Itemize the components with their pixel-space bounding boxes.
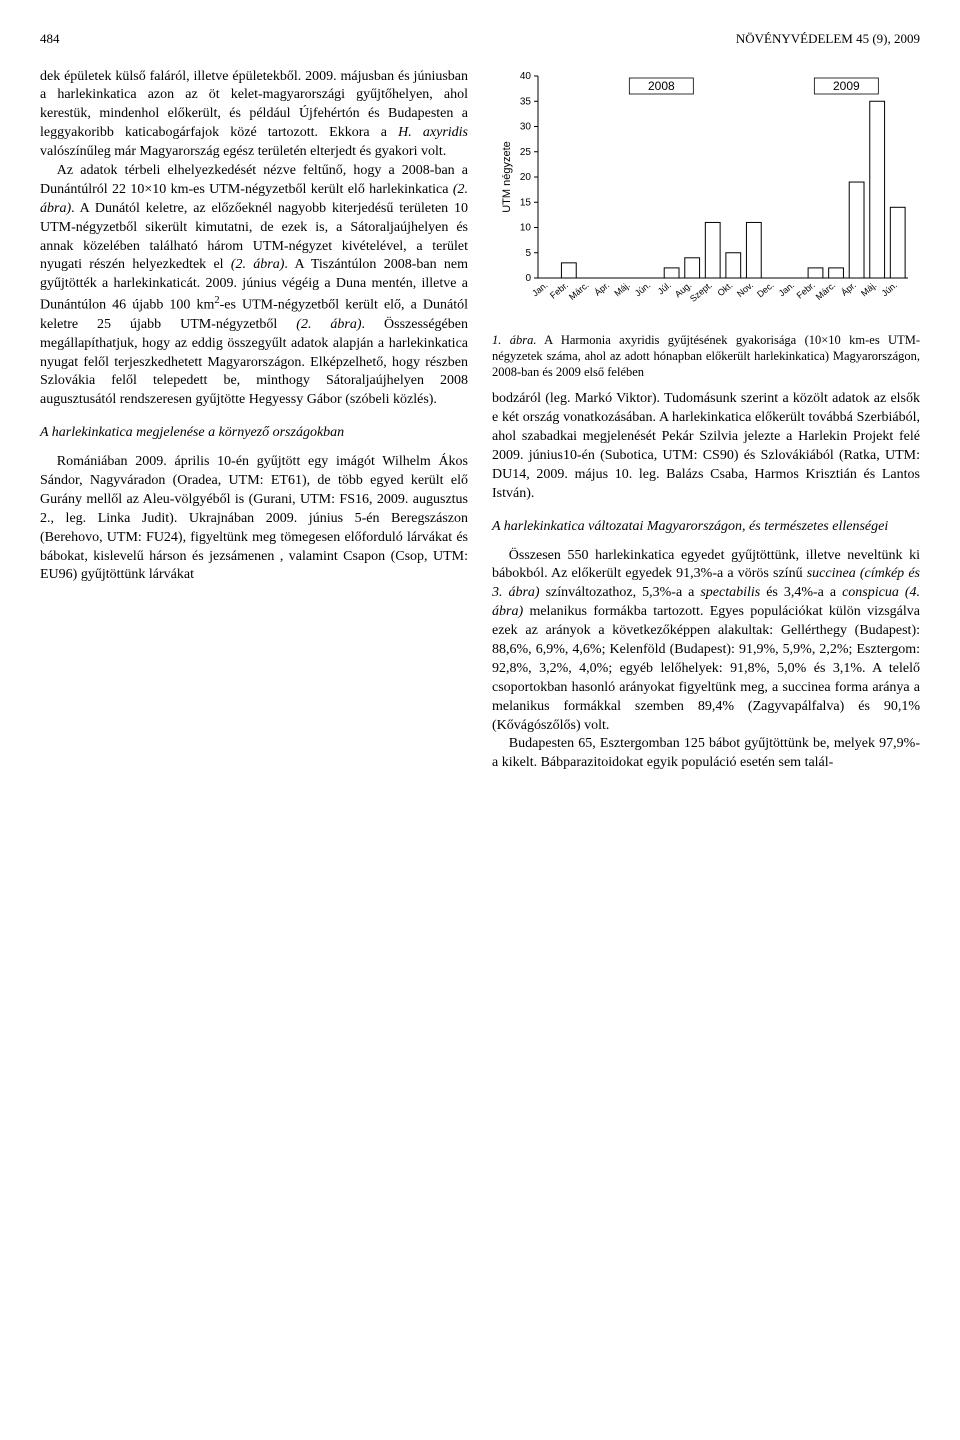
left-column: dek épületek külső faláról, illetve épül…	[40, 68, 468, 586]
svg-text:Júl.: Júl.	[656, 279, 673, 296]
left-para-3: Romániában 2009. április 10-én gyűjtött …	[40, 453, 468, 585]
figure-1-caption-lead: 1. ábra.	[492, 333, 536, 347]
species-spectabilis: spectabilis	[700, 585, 760, 600]
svg-text:Dec.: Dec.	[755, 279, 776, 299]
species-h-axyridis: H. axyridis	[398, 125, 468, 140]
right-para-2d: melanikus formákba tartozott. Egyes popu…	[492, 604, 920, 732]
svg-text:Márc.: Márc.	[567, 279, 591, 301]
right-para-2: Összesen 550 harlekinkatica egyedet gyűj…	[492, 547, 920, 736]
svg-text:Nov.: Nov.	[735, 279, 755, 298]
svg-text:5: 5	[525, 247, 531, 258]
body-columns: dek épületek külső faláról, illetve épül…	[40, 68, 920, 774]
figure-1-caption: 1. ábra. A Harmonia axyridis gyűjtésének…	[492, 332, 920, 381]
left-para-2: Az adatok térbeli elhelyezkedését nézve …	[40, 162, 468, 410]
svg-text:35: 35	[520, 96, 532, 107]
svg-text:Máj.: Máj.	[612, 279, 631, 298]
svg-text:2008: 2008	[648, 79, 675, 93]
left-para-1b: valószínűleg már Magyarország egész terü…	[40, 144, 446, 159]
journal-ref: NÖVÉNYVÉDELEM 45 (9), 2009	[736, 30, 920, 48]
svg-text:Jan.: Jan.	[530, 279, 549, 298]
svg-text:Jún.: Jún.	[633, 279, 652, 298]
svg-text:Máj.: Máj.	[859, 279, 878, 298]
svg-text:20: 20	[520, 172, 532, 183]
svg-text:25: 25	[520, 146, 532, 157]
svg-text:Jún.: Jún.	[880, 279, 899, 298]
page-header: 484 NÖVÉNYVÉDELEM 45 (9), 2009	[40, 30, 920, 48]
left-para-2a: Az adatok térbeli elhelyezkedését nézve …	[40, 163, 468, 197]
figure-1: 0510152025303540UTM négyzeteJan.Febr.Már…	[492, 68, 920, 381]
right-subheading-variants: A harlekinkatica változatai Magyarország…	[492, 518, 920, 537]
right-para-3: Budapesten 65, Esztergomban 125 bábot gy…	[492, 735, 920, 773]
svg-text:Márc.: Márc.	[814, 279, 838, 301]
right-para-2b: színváltozathoz, 5,3%-a a	[540, 585, 701, 600]
fig-ref-2b: (2. ábra)	[231, 257, 285, 272]
page-number: 484	[40, 30, 60, 48]
svg-text:40: 40	[520, 71, 532, 82]
fig-ref-2c: (2. ábra)	[296, 317, 361, 332]
svg-text:UTM négyzete: UTM négyzete	[501, 141, 513, 213]
svg-text:Jan.: Jan.	[777, 279, 796, 298]
left-subheading-neighboring-countries: A harlekinkatica megjelenése a környező …	[40, 424, 468, 443]
svg-text:30: 30	[520, 121, 532, 132]
svg-text:Ápr.: Ápr.	[839, 279, 858, 297]
left-para-1: dek épületek külső faláról, illetve épül…	[40, 68, 468, 162]
svg-text:2009: 2009	[833, 79, 860, 93]
svg-text:Febr.: Febr.	[795, 279, 817, 300]
svg-text:0: 0	[525, 273, 531, 284]
right-para-2c: és 3,4%-a a	[760, 585, 842, 600]
svg-text:15: 15	[520, 197, 532, 208]
figure-1-caption-text: A Harmonia axyridis gyűjtésének gyakoris…	[492, 333, 920, 380]
svg-text:Okt.: Okt.	[715, 279, 734, 297]
right-para-1: bodzáról (leg. Markó Viktor). Tudomásunk…	[492, 390, 920, 503]
svg-text:Ápr.: Ápr.	[593, 279, 612, 297]
svg-text:Szept.: Szept.	[688, 279, 714, 303]
svg-text:Febr.: Febr.	[548, 279, 570, 300]
svg-text:10: 10	[520, 222, 532, 233]
bar-chart: 0510152025303540UTM négyzeteJan.Febr.Már…	[496, 68, 916, 328]
right-column: 0510152025303540UTM négyzeteJan.Febr.Már…	[492, 68, 920, 774]
